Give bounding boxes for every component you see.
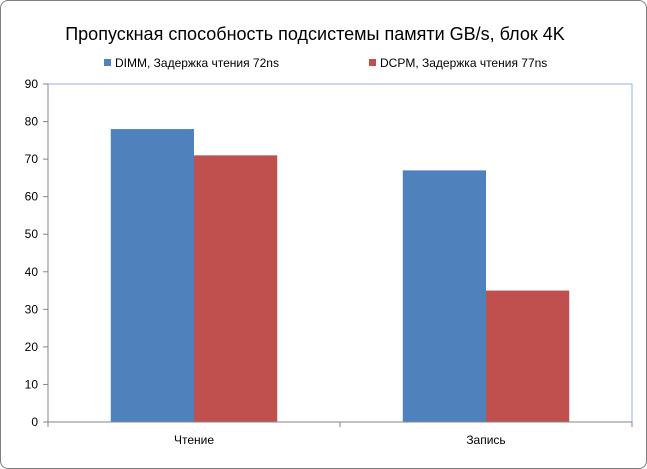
- bar-dimm-read: [110, 129, 194, 423]
- y-tick-label: 80: [25, 115, 39, 129]
- legend-swatch-dcpm: [369, 59, 376, 66]
- bars: [110, 129, 570, 423]
- legend-label-dimm: DIMM, Задержка чтения 72ns: [115, 56, 279, 70]
- y-tick-label: 10: [25, 377, 39, 391]
- y-tick-label: 90: [25, 77, 39, 91]
- bar-dcpm-write: [486, 290, 570, 422]
- y-tick-label: 60: [25, 190, 39, 204]
- legend-label-dcpm: DCPM, Задержка чтения 77ns: [380, 56, 547, 70]
- x-category-label: Запись: [466, 433, 505, 447]
- legend: DIMM, Задержка чтения 72ns DCPM, Задержк…: [104, 56, 547, 70]
- y-tick-label: 70: [25, 152, 39, 166]
- y-tick-label: 30: [25, 302, 39, 316]
- chart-title: Пропускная способность подсистемы памяти…: [65, 24, 565, 44]
- bar-dimm-write: [402, 170, 486, 422]
- y-tick-label: 0: [31, 415, 38, 429]
- y-tick-label: 20: [25, 340, 39, 354]
- x-axis: Чтение Запись: [47, 421, 633, 447]
- x-category-label: Чтение: [174, 433, 214, 447]
- y-axis: 0 10 20 30 40 50 60 70 80 90: [25, 77, 49, 429]
- bar-dcpm-read: [194, 155, 278, 422]
- y-tick-label: 40: [25, 265, 39, 279]
- y-tick-label: 50: [25, 227, 39, 241]
- legend-swatch-dimm: [104, 59, 111, 66]
